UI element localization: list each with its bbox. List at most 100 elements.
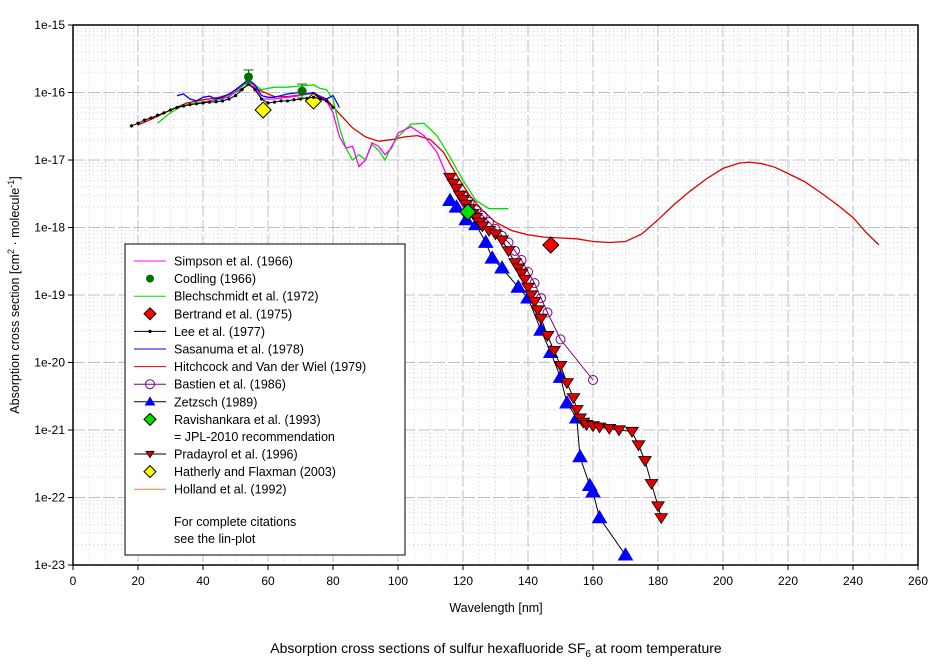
series-zetzsch-1989	[442, 192, 634, 561]
legend-label: Bastien et al. (1986)	[174, 378, 286, 392]
data-point-triangle-down	[559, 378, 575, 390]
legend-label: Holland et al. (1992)	[174, 483, 287, 497]
data-point-dot	[181, 104, 186, 108]
data-point-circle	[244, 72, 253, 82]
data-point-triangle-up	[144, 396, 156, 406]
data-point-dot	[279, 99, 283, 103]
data-point-triangle-down	[494, 235, 510, 247]
data-point-triangle-down	[644, 479, 659, 491]
data-point-dot	[129, 124, 134, 128]
chart-title-tail: at room temperature	[591, 640, 722, 656]
y-tick-label: 1e-18	[34, 221, 65, 235]
data-point-dot	[162, 111, 166, 115]
data-point-dot	[220, 99, 225, 103]
data-point-triangle-down	[520, 282, 536, 294]
legend-item: Bertrand et al. (1975)	[143, 307, 292, 321]
x-tick-label: 160	[583, 574, 603, 588]
data-point-open-circle	[542, 307, 553, 318]
data-point-triangle-down	[449, 183, 464, 195]
y-axis-label-part: ]	[8, 176, 22, 179]
data-point-circle	[297, 86, 307, 96]
data-point-triangle-up	[572, 448, 588, 463]
data-point-triangle-down	[517, 274, 532, 286]
x-tick-label: 0	[70, 574, 77, 588]
series-codling-1966	[243, 69, 308, 99]
data-point-dot	[142, 118, 147, 122]
chart-title-subscript: 6	[585, 649, 591, 660]
legend-label-line-2: = JPL-2010 recommendation	[174, 430, 335, 444]
data-point-triangle-down	[624, 426, 640, 438]
data-point-dot	[175, 105, 179, 110]
data-point-triangle-down	[524, 290, 539, 302]
data-point-dot	[266, 101, 270, 105]
data-point-dot	[155, 113, 160, 117]
data-point-dot	[149, 116, 153, 120]
data-point-dot	[285, 99, 290, 103]
legend-item: Ravishankara et al. (1993) = JPL-2010 rec…	[143, 412, 335, 444]
data-point-triangle-down	[566, 393, 581, 405]
data-point-triangle-down	[530, 305, 545, 317]
legend-item: Zetzsch (1989)	[134, 395, 257, 409]
series-bertrand-et-al-1975	[542, 236, 560, 254]
legend-item: Codling (1966)	[146, 272, 256, 286]
data-point-open-circle	[555, 334, 566, 345]
data-point-triangle-up	[442, 192, 458, 207]
legend-label: Sasanuma et al. (1978)	[174, 343, 304, 357]
data-point-triangle-up	[585, 484, 601, 498]
x-tick-label: 260	[908, 574, 928, 588]
data-point-triangle-down	[631, 440, 646, 452]
x-tick-label: 120	[453, 574, 473, 588]
legend-label: Simpson et al. (1966)	[174, 255, 293, 269]
x-tick-label: 20	[131, 574, 145, 588]
data-point-dot	[207, 100, 212, 104]
series-line	[137, 84, 880, 246]
data-point-triangle-up	[494, 260, 510, 274]
data-point-dot	[272, 100, 277, 104]
x-tick-label: 200	[713, 574, 733, 588]
data-point-dot	[188, 103, 192, 107]
y-tick-label: 1e-19	[34, 288, 65, 302]
legend-note-line-1: For complete citations	[174, 515, 296, 529]
data-point-triangle-down	[637, 456, 653, 468]
data-point-triangle-down	[540, 331, 555, 342]
data-point-triangle-up	[510, 279, 527, 293]
data-point-dot	[201, 101, 205, 105]
y-tick-label: 1e-15	[34, 18, 65, 32]
data-point-triangle-down	[611, 425, 627, 437]
data-point-diamond	[143, 307, 157, 321]
data-point-triangle-up	[477, 234, 494, 248]
data-point-dot	[227, 97, 231, 101]
data-point-triangle-down	[546, 346, 562, 357]
data-point-diamond	[542, 236, 560, 254]
legend-label: Zetzsch (1989)	[174, 395, 257, 409]
x-tick-labels: 0 20 40 60 80 100 120 140 160 180 200 220 240 260	[70, 574, 929, 588]
legend: Simpson et al. (1966) Codling (1966) Blech…	[124, 243, 406, 556]
data-point-dot	[214, 100, 218, 104]
data-point-dot	[324, 99, 329, 103]
data-point-dot	[148, 329, 152, 333]
data-point-triangle-up	[591, 509, 608, 524]
data-point-triangle-down	[145, 450, 155, 459]
x-tick-label: 100	[388, 574, 408, 588]
legend-label: Lee et al. (1977)	[174, 325, 265, 339]
x-tick-label: 220	[778, 574, 798, 588]
series-hitchcock-and-van-der-wiel-1979	[137, 84, 880, 246]
data-point-triangle-down	[488, 229, 503, 241]
legend-note-line-2: see the lin-plot	[174, 532, 256, 546]
data-point-diamond	[143, 412, 157, 427]
legend-label: Pradayrol et al. (1996)	[174, 448, 298, 462]
data-point-triangle-down	[654, 513, 669, 525]
data-point-triangle-down	[650, 501, 666, 513]
y-axis-label: Absorption cross section [cm2 · molecule…	[6, 176, 22, 413]
data-point-triangle-down	[501, 246, 516, 258]
legend-label: Ravishankara et al. (1993)	[174, 413, 321, 427]
y-tick-label: 1e-17	[34, 153, 65, 167]
series-ravishankara-et-al-1993	[459, 203, 477, 221]
legend-item: Pradayrol et al. (1996)	[134, 448, 298, 462]
x-tick-label: 40	[196, 574, 210, 588]
chart-title-main: Absorption cross sections of sulfur hexa…	[270, 640, 585, 656]
legend-label: Bertrand et al. (1975)	[174, 307, 292, 321]
y-axis-label-part: Absorption cross section [cm	[8, 254, 22, 414]
legend-item: Hatherly and Flaxman (2003)	[143, 464, 336, 479]
x-tick-label: 60	[261, 574, 275, 588]
